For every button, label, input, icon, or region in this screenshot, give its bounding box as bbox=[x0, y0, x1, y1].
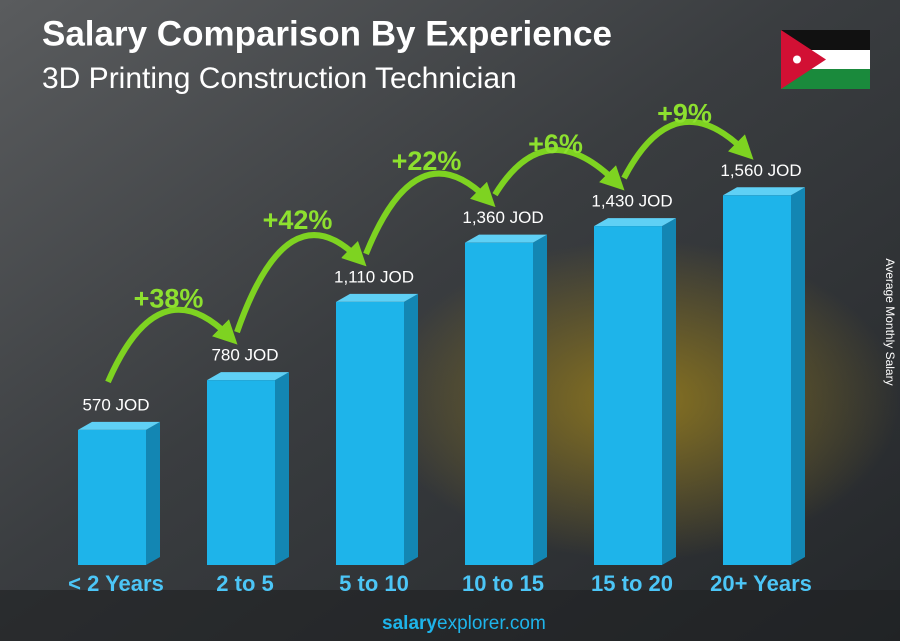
bar-side bbox=[533, 234, 547, 565]
value-label: 1,110 JOD bbox=[334, 267, 414, 286]
x-tick-label: 20+ Years bbox=[710, 571, 812, 596]
footer-domain: explorer.com bbox=[437, 613, 546, 634]
value-label: 1,360 JOD bbox=[462, 208, 543, 227]
y-axis-label: Average Monthly Salary bbox=[883, 258, 897, 385]
bar bbox=[594, 226, 662, 565]
bar-side bbox=[404, 293, 418, 565]
bar-top bbox=[465, 234, 547, 243]
bar bbox=[465, 242, 533, 565]
x-tick-label: 15 to 20 bbox=[591, 571, 673, 596]
bar-side bbox=[275, 372, 289, 565]
x-tick-label: 10 to 15 bbox=[462, 571, 544, 596]
change-label: +22% bbox=[392, 146, 462, 176]
bar-top bbox=[207, 372, 289, 381]
bar bbox=[723, 195, 791, 565]
x-tick-label: 5 to 10 bbox=[339, 571, 409, 596]
bar bbox=[207, 380, 275, 565]
change-label: +6% bbox=[528, 129, 583, 159]
change-arrow bbox=[621, 118, 754, 180]
change-label: +9% bbox=[657, 98, 712, 128]
x-tick-label: 2 to 5 bbox=[216, 571, 273, 596]
value-label: 1,430 JOD bbox=[591, 192, 672, 211]
footer-band bbox=[0, 590, 900, 641]
flag bbox=[781, 30, 870, 89]
change-arrow bbox=[492, 147, 625, 197]
bar bbox=[336, 301, 404, 565]
change-arrow bbox=[363, 170, 496, 256]
bar-side bbox=[662, 218, 676, 565]
change-label: +42% bbox=[263, 205, 333, 235]
bar-top bbox=[594, 218, 676, 227]
bar-side bbox=[791, 187, 805, 565]
bar-top bbox=[78, 421, 160, 430]
value-label: 1,560 JOD bbox=[720, 161, 801, 180]
bar bbox=[78, 429, 146, 565]
change-arrow bbox=[234, 232, 367, 334]
change-arrow bbox=[105, 306, 238, 384]
bar-top bbox=[336, 293, 418, 302]
value-label: 570 JOD bbox=[82, 395, 149, 414]
bar-top bbox=[723, 187, 805, 196]
chart-title: Salary Comparison By Experience bbox=[42, 14, 612, 53]
chart-subtitle: 3D Printing Construction Technician bbox=[42, 62, 517, 95]
value-label: 780 JOD bbox=[211, 346, 278, 365]
bar-side bbox=[146, 421, 160, 565]
footer-brand: salary bbox=[382, 613, 437, 634]
change-label: +38% bbox=[134, 283, 204, 313]
x-tick-label: < 2 Years bbox=[68, 571, 164, 596]
